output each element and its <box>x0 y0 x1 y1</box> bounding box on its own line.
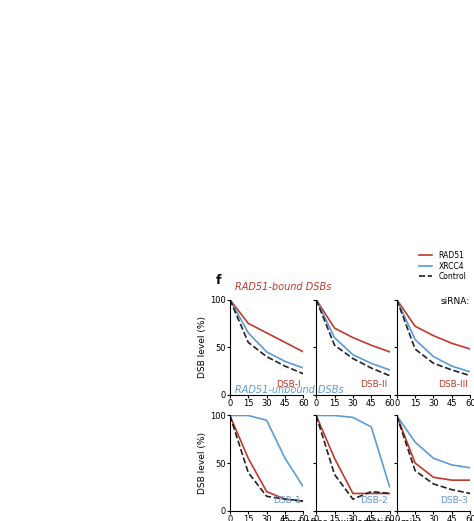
Text: f: f <box>216 274 221 287</box>
Text: RAD51-bound DSBs: RAD51-bound DSBs <box>235 282 331 292</box>
Text: Time after auxin addition (min): Time after auxin addition (min) <box>280 518 421 521</box>
Text: siRNA:: siRNA: <box>440 297 469 306</box>
Text: DSB-2: DSB-2 <box>360 496 387 505</box>
Text: DSB-III: DSB-III <box>438 380 468 389</box>
Y-axis label: DSB level (%): DSB level (%) <box>198 316 207 378</box>
Text: DSB-II: DSB-II <box>360 380 387 389</box>
Text: RAD51-unbound DSBs: RAD51-unbound DSBs <box>235 384 343 395</box>
Y-axis label: DSB level (%): DSB level (%) <box>198 432 207 494</box>
Text: DSB-I: DSB-I <box>276 380 301 389</box>
Legend: RAD51, XRCC4, Control: RAD51, XRCC4, Control <box>419 251 466 281</box>
Text: DSB-1: DSB-1 <box>273 496 301 505</box>
Text: DSB-3: DSB-3 <box>440 496 468 505</box>
